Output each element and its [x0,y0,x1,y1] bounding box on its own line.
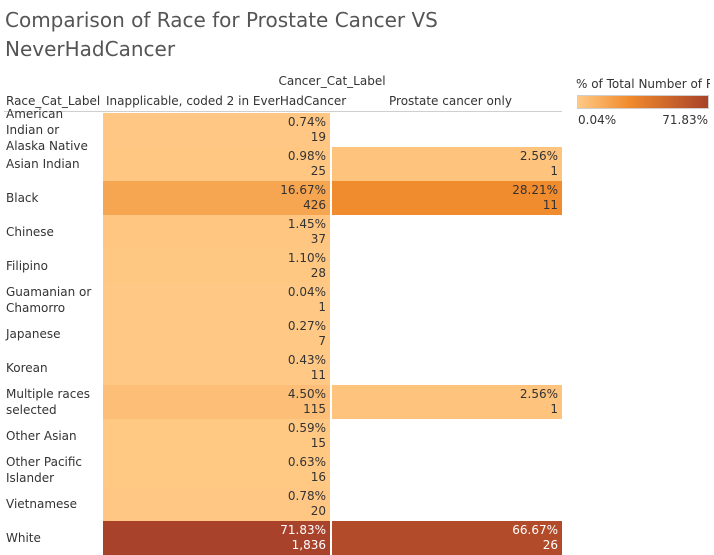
row-label: White [6,531,41,545]
row-label: Filipino [6,259,48,273]
column-dimension-header: Cancer_Cat_Label [278,74,386,88]
row-label: Vietnamese [6,497,78,511]
legend-color-ramp [577,95,709,109]
cell-count-label: 16 [310,470,326,484]
cell-percent-label: 0.04% [287,285,326,299]
heatmap-cell[interactable]: 0.04% 1 [103,283,330,317]
cell-count-label: 426 [303,198,326,212]
cell-percent-label: 0.63% [287,455,326,469]
cell-count-label: 15 [310,436,326,450]
cell-percent-label: 1.10% [287,251,326,265]
cell-count-label: 7 [318,334,326,348]
heatmap-cell[interactable]: 66.67% 26 [332,521,562,555]
cell-count-label: 1 [550,164,558,178]
cell-count-label: 115 [303,402,326,416]
cell-count-label: 11 [542,198,558,212]
cell-count-label: 28 [310,266,326,280]
heatmap-cell[interactable]: 0.59% 15 [103,419,330,453]
cell-count-label: 25 [310,164,326,178]
row-label: Chinese [6,225,54,239]
heatmap-cell[interactable]: 2.56% 1 [332,385,562,419]
cell-percent-label: 1.45% [287,217,326,231]
cell-percent-label: 71.83% [280,523,326,537]
cell-percent-label: 0.59% [287,421,326,435]
cell-percent-label: 0.74% [287,115,326,129]
cell-count-label: 26 [542,538,558,552]
row-label: Other Asian [6,429,77,443]
heatmap-cell[interactable]: 4.50% 115 [103,385,330,419]
heatmap-cell[interactable]: 2.56% 1 [332,147,562,181]
legend-max-label: 71.83% [662,113,708,127]
cell-percent-label: 28.21% [512,183,558,197]
heatmap-cell[interactable]: 16.67% 426 [103,181,330,215]
cell-percent-label: 0.27% [287,319,326,333]
cell-count-label: 1 [550,402,558,416]
legend-min-label: 0.04% [578,113,617,127]
cell-percent-label: 2.56% [519,149,558,163]
cell-percent-label: 0.78% [287,489,326,503]
cell-percent-label: 2.56% [519,387,558,401]
heatmap-cell[interactable]: 28.21% 11 [332,181,562,215]
row-label: Black [6,191,39,205]
cell-percent-label: 4.50% [287,387,326,401]
legend-title: % of Total Number of R.. [576,77,710,91]
row-label: Guamanian or Chamorro [6,285,92,315]
cell-percent-label: 0.98% [287,149,326,163]
row-label: Asian Indian [6,157,80,171]
heatmap-cell[interactable]: 0.27% 7 [103,317,330,351]
heatmap-cell[interactable]: 0.43% 11 [103,351,330,385]
heatmap-cell[interactable]: 71.83% 1,836 [103,521,330,555]
header-divider [4,111,562,112]
cell-percent-label: 66.67% [512,523,558,537]
cell-percent-label: 0.43% [287,353,326,367]
heatmap-cell[interactable]: 0.78% 20 [103,487,330,521]
cell-count-label: 20 [310,504,326,518]
cell-count-label: 1,836 [291,538,326,552]
column-label-inapplicable: Inapplicable, coded 2 in EverHadCancer [106,94,347,108]
heatmap-cell[interactable]: 0.98% 25 [103,147,330,181]
heatmap-cell[interactable]: 1.10% 28 [103,249,330,283]
column-label-prostate: Prostate cancer only [389,94,512,108]
cell-count-label: 19 [310,130,326,144]
heatmap-cell[interactable]: 0.74% 19 [103,113,330,147]
row-label: Multiple races selected [6,387,90,417]
row-label: Korean [6,361,48,375]
row-label: Other Pacific Islander [6,455,83,485]
cell-count-label: 1 [318,300,326,314]
cell-count-label: 11 [310,368,326,382]
cell-percent-label: 16.67% [280,183,326,197]
heatmap-cell[interactable]: 1.45% 37 [103,215,330,249]
row-label: American Indian or Alaska Native [6,107,88,153]
row-label: Japanese [6,327,61,341]
row-dimension-header: Race_Cat_Label [6,94,101,108]
cell-count-label: 37 [310,232,326,246]
heatmap-cell[interactable]: 0.63% 16 [103,453,330,487]
chart-title: Comparison of Race for Prostate Cancer V… [5,8,438,61]
